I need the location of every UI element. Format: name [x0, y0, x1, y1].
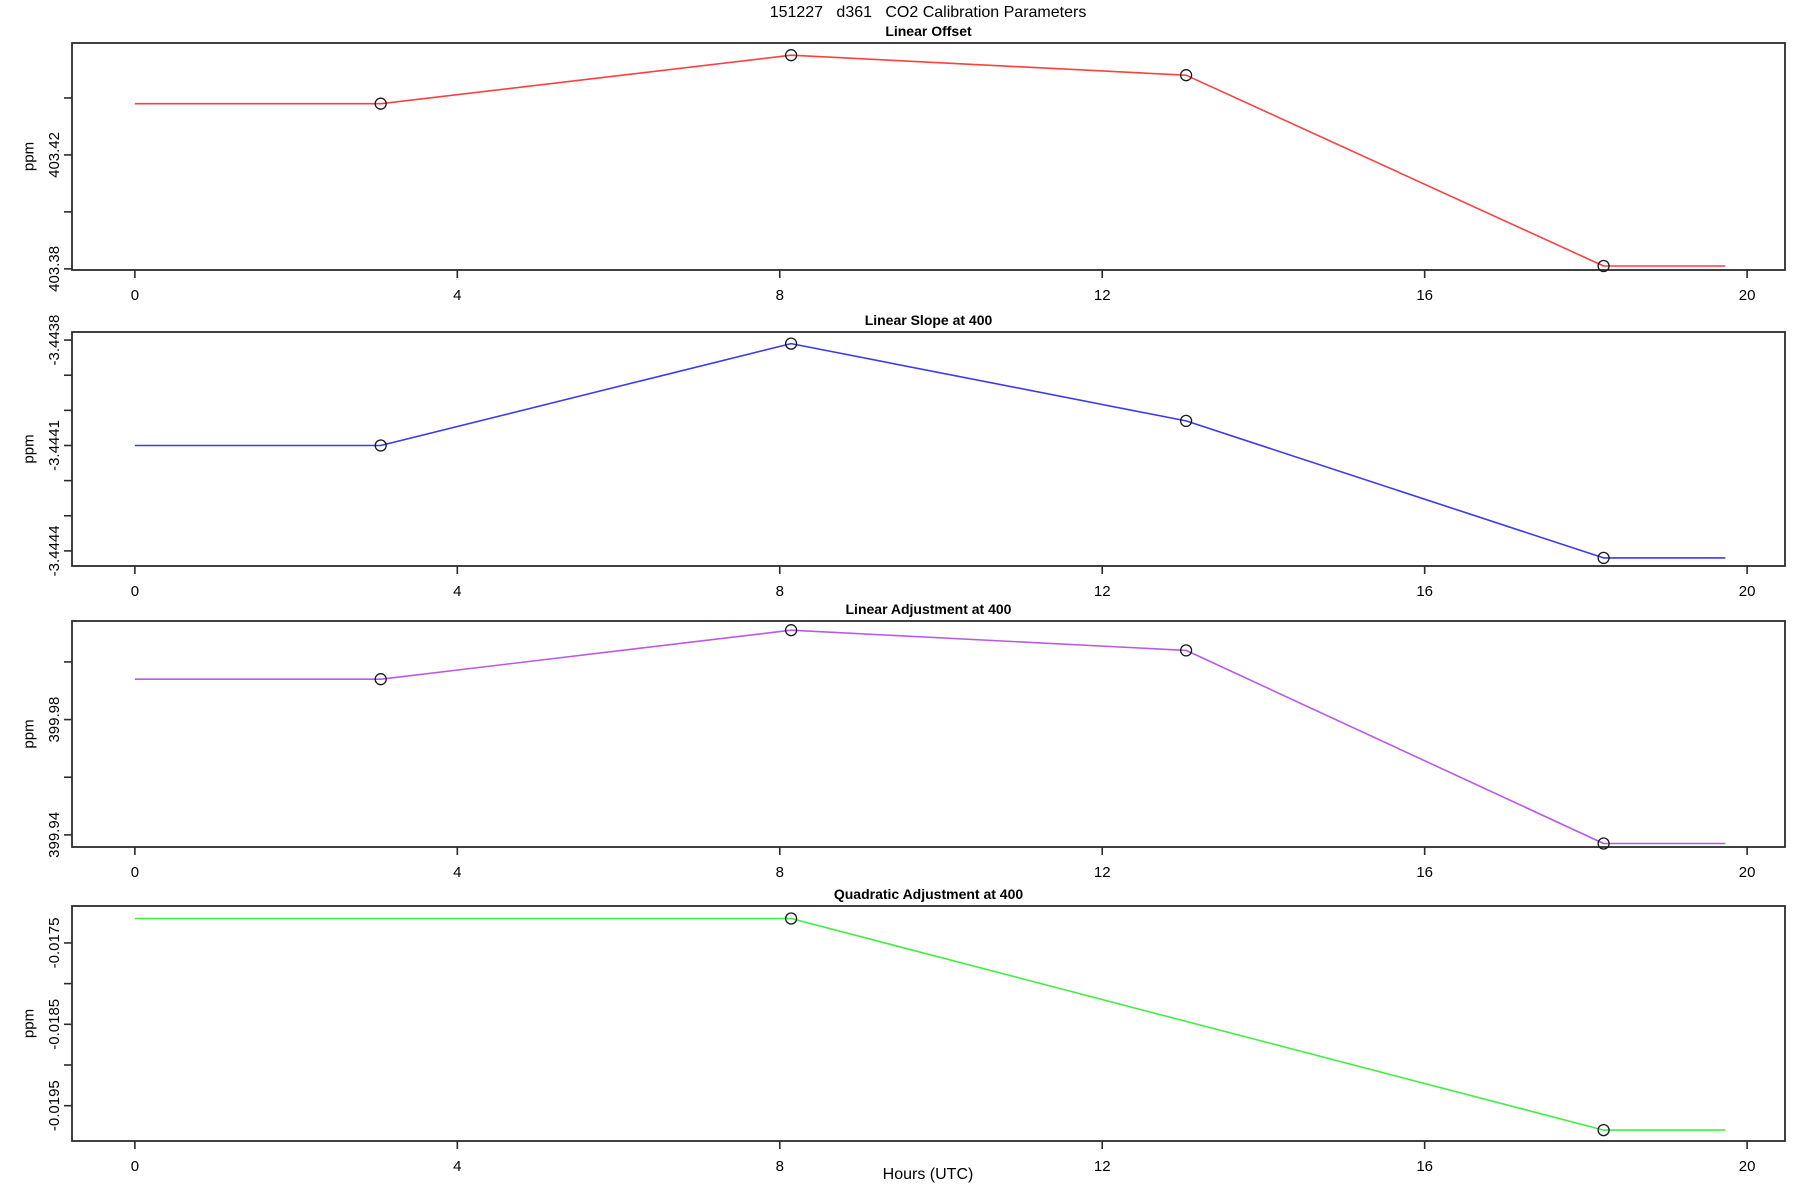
data-point-marker	[1597, 1123, 1610, 1137]
panel-3: Quadratic Adjustment at 400 -0.0175 -0.018…	[20, 886, 1786, 1175]
y-tick-label: -0.0195	[46, 1080, 63, 1131]
x-tick-label: 16	[1416, 583, 1433, 600]
data-point-marker	[374, 439, 387, 452]
data-point-marker	[784, 49, 798, 62]
x-tick-label: 16	[1416, 287, 1433, 304]
y-axis-label-ppm: ppm	[20, 434, 37, 463]
panel-title: Linear Adjustment at 400	[846, 601, 1012, 617]
x-tick-label: 20	[1739, 583, 1756, 600]
x-tick-label: 4	[453, 583, 461, 600]
data-point-marker	[1179, 644, 1193, 657]
x-axis-title: Hours (UTC)	[882, 1166, 974, 1183]
x-tick-label: 20	[1739, 864, 1756, 881]
x-tick-label: 8	[776, 583, 784, 600]
x-tick-label: 20	[1739, 287, 1756, 304]
plot-box	[71, 42, 1786, 271]
plot-box	[71, 331, 1786, 567]
x-tick-label: 8	[776, 1158, 784, 1175]
data-point-marker	[1597, 837, 1610, 850]
x-tick-label: 12	[1094, 583, 1111, 600]
series-line	[134, 629, 1726, 845]
plot-box	[71, 620, 1786, 848]
x-tick-label: 12	[1094, 1158, 1111, 1175]
y-axis-label-ppm: ppm	[20, 142, 37, 171]
x-tick-label: 4	[453, 1158, 461, 1175]
panel-2: Linear Adjustment at 400 399.98 399.94 ppm 0…	[20, 601, 1786, 881]
data-point-marker	[1597, 551, 1610, 565]
x-tick-label: 12	[1094, 287, 1111, 304]
y-tick-label: -0.0175	[46, 918, 63, 969]
y-tick-label: -3.4438	[46, 315, 63, 366]
series-line	[134, 917, 1726, 1131]
plot-box	[71, 905, 1786, 1142]
data-point-marker	[374, 97, 387, 110]
x-tick-label: 12	[1094, 864, 1111, 881]
data-point-marker	[374, 673, 387, 686]
y-tick-label: -0.0185	[46, 999, 63, 1050]
data-point-marker	[784, 912, 798, 925]
data-point-marker	[1179, 414, 1193, 428]
y-tick-label: -3.4444	[46, 525, 63, 576]
data-point-marker	[1179, 69, 1193, 82]
page-title: 151227 d361 CO2 Calibration Parameters	[769, 4, 1087, 21]
x-tick-label: 8	[776, 864, 784, 881]
panel-1: Linear Slope at 400 -3.4438 -3.4441 -3.4444…	[20, 312, 1786, 600]
y-tick-label: 399.94	[46, 812, 63, 858]
x-tick-label: 8	[776, 287, 784, 304]
panel-title: Linear Slope at 400	[865, 312, 993, 328]
y-tick-label: -3.4441	[46, 420, 63, 471]
x-tick-label: 0	[131, 1158, 139, 1175]
x-tick-label: 0	[131, 287, 139, 304]
x-tick-label: 0	[131, 864, 139, 881]
panel-title: Linear Offset	[885, 23, 972, 39]
y-tick-label: 403.38	[46, 246, 63, 292]
x-tick-label: 4	[453, 287, 461, 304]
series-line	[134, 342, 1726, 559]
y-tick-label: 399.98	[46, 697, 63, 743]
x-tick-label: 0	[131, 583, 139, 600]
y-tick-label: 403.42	[46, 132, 63, 178]
series-line	[134, 54, 1726, 267]
data-point-marker	[1597, 259, 1610, 273]
y-axis-label-ppm: ppm	[20, 719, 37, 748]
panel-0: Linear Offset 403.42 403.38 ppm 0 4 8 12 16 20	[20, 23, 1786, 304]
y-axis-label-ppm: ppm	[20, 1009, 37, 1038]
x-tick-label: 4	[453, 864, 461, 881]
x-tick-label: 16	[1416, 1158, 1433, 1175]
panel-title: Quadratic Adjustment at 400	[834, 886, 1024, 902]
data-point-marker	[784, 624, 798, 637]
data-point-marker	[784, 337, 798, 350]
x-tick-label: 16	[1416, 864, 1433, 881]
x-tick-label: 20	[1739, 1158, 1756, 1175]
